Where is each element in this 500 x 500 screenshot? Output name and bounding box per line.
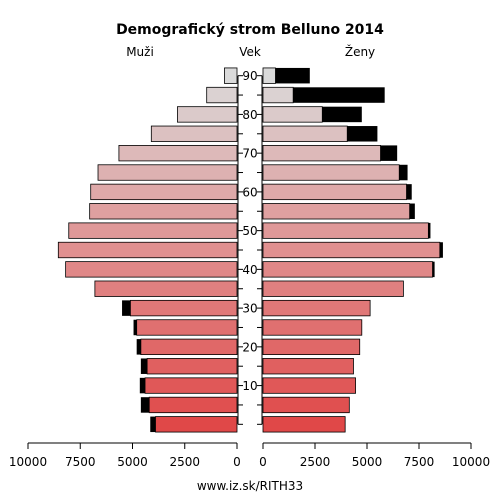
male-bar bbox=[206, 86, 238, 104]
male-bar bbox=[57, 241, 238, 259]
male-bar bbox=[97, 164, 238, 181]
female-bar bbox=[262, 125, 348, 142]
x-tick-label-left: 7500 bbox=[65, 455, 96, 469]
chart-marks: 10 20 30 40 50 60 70 80 90 10000 7500 5000 2500 0 0 250… bbox=[9, 67, 490, 469]
female-bar bbox=[262, 416, 346, 433]
age-tick-label: 30 bbox=[242, 302, 257, 316]
male-bar bbox=[146, 358, 238, 375]
age-tick-label: 60 bbox=[242, 185, 257, 199]
female-bar bbox=[262, 203, 411, 220]
female-excess-bar bbox=[275, 67, 310, 84]
female-bar bbox=[262, 358, 354, 375]
age-tick-label: 50 bbox=[242, 224, 257, 238]
male-excess-bar bbox=[122, 300, 131, 316]
age-tick-label: 10 bbox=[242, 379, 257, 393]
male-bar bbox=[65, 261, 238, 278]
female-excess-bar bbox=[406, 184, 412, 200]
x-tick-label-left: 5000 bbox=[117, 455, 148, 469]
female-excess-bar bbox=[428, 222, 431, 239]
male-bar bbox=[130, 299, 238, 317]
male-bar bbox=[118, 145, 238, 162]
x-tick-label-left: 2500 bbox=[169, 455, 200, 469]
male-excess-bar bbox=[140, 397, 150, 413]
female-bar bbox=[262, 164, 400, 181]
female-bar bbox=[262, 299, 371, 317]
age-axis-label: Vek bbox=[239, 45, 261, 59]
female-bar bbox=[262, 261, 433, 278]
x-tick-label-left: 10000 bbox=[9, 455, 47, 469]
female-bar bbox=[262, 319, 363, 336]
male-bar bbox=[89, 203, 238, 220]
female-bar bbox=[262, 396, 350, 414]
female-bar bbox=[262, 67, 276, 84]
female-bar bbox=[262, 106, 323, 123]
female-excess-bar bbox=[432, 261, 435, 278]
x-tick-label-right: 5000 bbox=[352, 455, 383, 469]
female-bar bbox=[262, 338, 361, 355]
right-series-label: Ženy bbox=[345, 44, 375, 59]
male-bar bbox=[148, 396, 238, 414]
age-tick-label: 90 bbox=[242, 69, 257, 83]
male-excess-bar bbox=[136, 339, 141, 355]
female-bar bbox=[262, 280, 404, 297]
male-excess-bar bbox=[150, 416, 156, 433]
male-excess-bar bbox=[139, 377, 146, 394]
male-bar bbox=[177, 106, 238, 123]
female-bar bbox=[262, 222, 429, 239]
left-series-label: Muži bbox=[126, 45, 154, 59]
male-bar bbox=[68, 222, 238, 239]
male-bar bbox=[150, 125, 238, 142]
male-excess-bar bbox=[133, 319, 137, 336]
female-excess-bar bbox=[380, 145, 398, 161]
female-excess-bar bbox=[347, 126, 378, 142]
female-bar bbox=[262, 183, 407, 201]
female-bar bbox=[262, 241, 441, 259]
x-tick-label-right: 2500 bbox=[300, 455, 331, 469]
male-bar bbox=[224, 67, 238, 84]
male-bar bbox=[144, 377, 238, 394]
female-excess-bar bbox=[439, 242, 443, 258]
age-tick-label: 40 bbox=[242, 263, 257, 277]
source-footer: www.iz.sk/RITH33 bbox=[197, 479, 303, 493]
age-tick-label: 80 bbox=[242, 108, 257, 122]
male-bar bbox=[90, 183, 238, 201]
x-tick-label-right: 7500 bbox=[404, 455, 435, 469]
female-excess-bar bbox=[399, 164, 408, 181]
male-bar bbox=[155, 416, 238, 433]
x-tick-label-right: 10000 bbox=[452, 455, 490, 469]
female-excess-bar bbox=[409, 203, 415, 220]
female-bar bbox=[262, 377, 356, 394]
age-tick-label: 70 bbox=[242, 147, 257, 161]
chart-title: Demografický strom Belluno 2014 bbox=[116, 22, 384, 38]
female-bar bbox=[262, 145, 381, 162]
age-tick-label: 20 bbox=[242, 340, 257, 354]
male-bar bbox=[136, 319, 238, 336]
male-excess-bar bbox=[140, 358, 148, 374]
female-bar bbox=[262, 86, 294, 104]
male-bar bbox=[94, 280, 238, 297]
x-tick-label-left: 0 bbox=[233, 455, 241, 469]
female-excess-bar bbox=[293, 87, 385, 103]
male-bar bbox=[140, 338, 238, 355]
x-tick-label-right: 0 bbox=[259, 455, 267, 469]
female-excess-bar bbox=[322, 106, 362, 123]
